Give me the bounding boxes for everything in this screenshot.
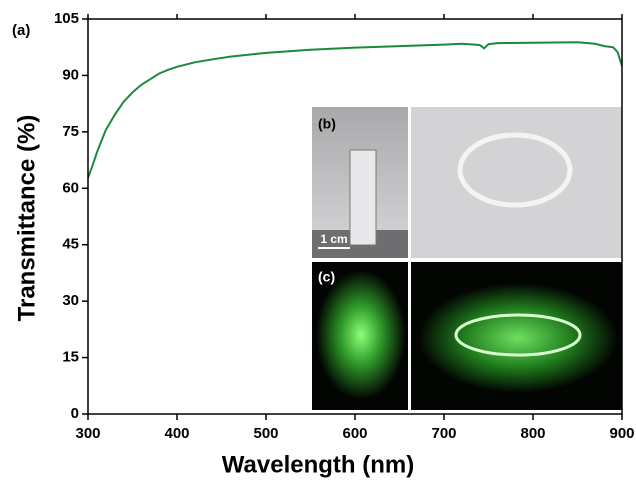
y-tick-label: 60 <box>62 179 79 196</box>
y-axis-label: Transmittance (%) <box>13 115 40 322</box>
vial <box>349 149 377 246</box>
y-tick-label: 45 <box>62 236 79 253</box>
x-axis-label: Wavelength (nm) <box>222 451 414 478</box>
photo-b-right <box>411 107 622 258</box>
y-tick-label: 75 <box>62 123 79 140</box>
disc-glow <box>454 313 582 357</box>
x-tick-label: 900 <box>609 425 634 442</box>
glow-right <box>418 283 618 393</box>
y-tick-label: 30 <box>62 292 79 309</box>
glow-left <box>316 270 406 400</box>
x-tick-label: 600 <box>342 425 367 442</box>
x-tick-label: 800 <box>520 425 545 442</box>
x-tick-label: 400 <box>164 425 189 442</box>
disc <box>457 132 573 208</box>
inset-label-b: (b) <box>318 116 336 132</box>
x-tick-label: 700 <box>431 425 456 442</box>
x-tick-label: 300 <box>75 425 100 442</box>
inset-photos: 1 cm (b) (c) <box>312 107 622 410</box>
x-tick-label: 500 <box>253 425 278 442</box>
scale-label: 1 cm <box>320 232 347 246</box>
panel-label: (a) <box>12 22 30 39</box>
y-tick-label: 90 <box>62 66 79 83</box>
y-tick-label: 0 <box>71 405 79 422</box>
inset-label-c: (c) <box>318 269 335 285</box>
y-tick-label: 15 <box>62 349 79 366</box>
data-line <box>87 41 623 179</box>
y-tick-label: 105 <box>54 10 79 27</box>
